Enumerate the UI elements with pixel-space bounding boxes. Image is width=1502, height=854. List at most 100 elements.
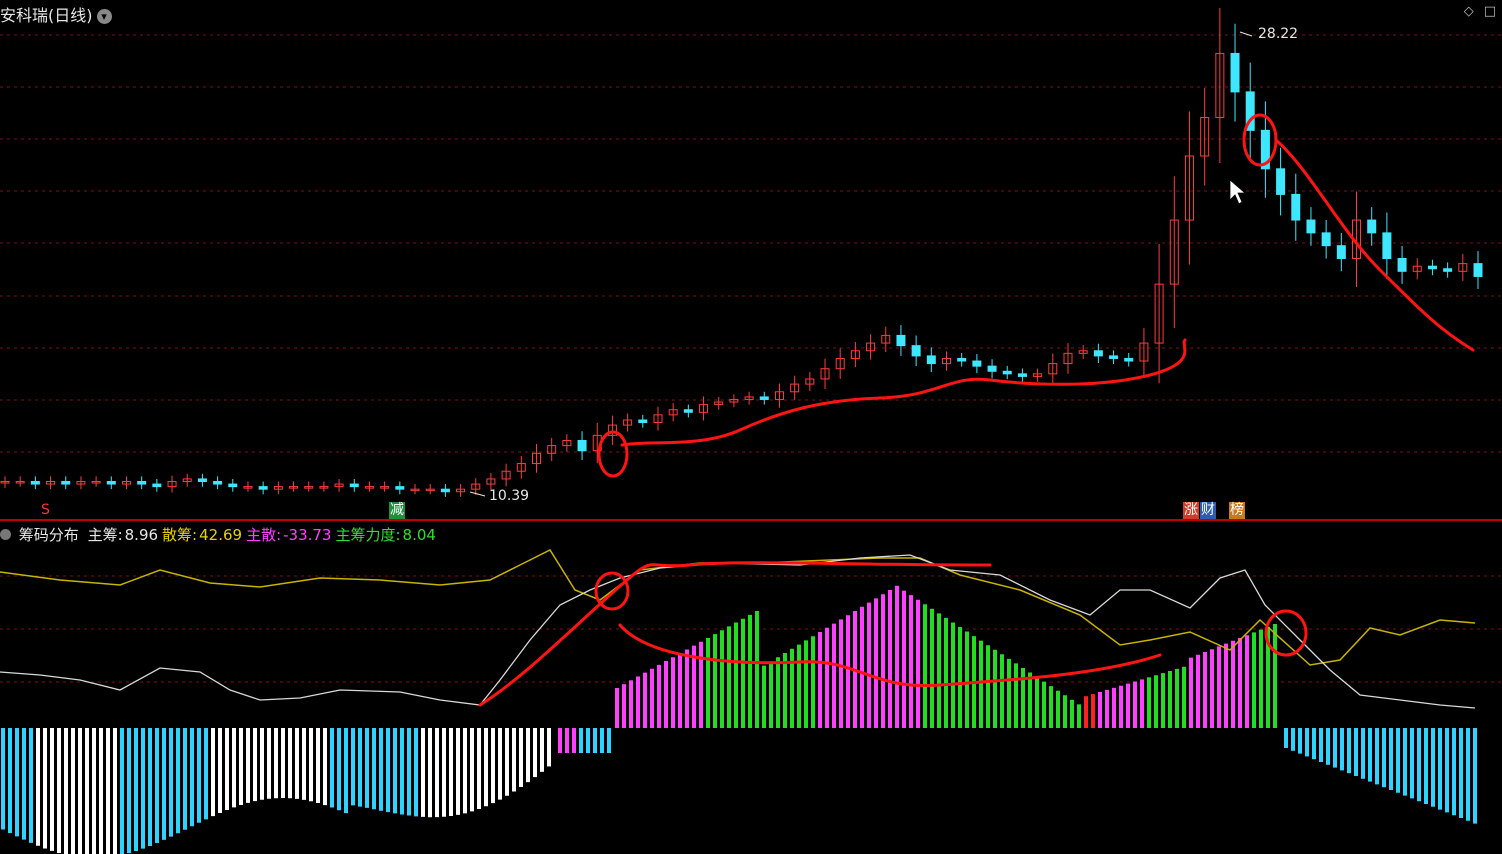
candle-body-95: [1443, 268, 1453, 272]
candle-body-42: [638, 419, 648, 424]
candle-body-0: [0, 480, 10, 484]
chevron-down-icon[interactable]: ▾: [96, 9, 112, 24]
candle-body-52: [790, 383, 800, 393]
signal-badge-0[interactable]: S: [41, 502, 50, 518]
candle-body-53: [805, 378, 815, 385]
candle-body-67: [1017, 373, 1027, 377]
candle-body-40: [607, 424, 617, 436]
candle-body-11: [167, 480, 177, 488]
candle-body-80: [1215, 52, 1225, 119]
candle-body-14: [213, 480, 223, 485]
candle-body-34: [516, 463, 526, 472]
candle-body-38: [577, 439, 587, 452]
candle-body-56: [850, 350, 860, 359]
candle-body-79: [1200, 117, 1210, 157]
candle-body-8: [121, 480, 131, 485]
high-pointer: [1239, 31, 1253, 37]
indicator-value-3: 8.04: [402, 526, 436, 544]
candle-body-3: [46, 480, 56, 485]
candle-body-55: [835, 357, 845, 370]
candle-body-78: [1184, 155, 1194, 221]
candle-body-48: [729, 398, 739, 403]
mouse-cursor-icon: [1229, 179, 1247, 205]
candle-body-22: [334, 483, 344, 488]
candle-body-70: [1063, 352, 1073, 365]
candle-body-90: [1367, 219, 1377, 234]
candle-body-30: [456, 488, 466, 493]
candle-body-7: [106, 480, 116, 485]
candle-body-17: [258, 486, 268, 490]
candle-body-58: [881, 334, 891, 344]
candle-body-25: [380, 486, 390, 489]
candle-body-71: [1078, 350, 1088, 354]
candle-body-61: [926, 355, 936, 365]
candle-body-20: [304, 486, 314, 489]
annotation-circle-breakout: [597, 430, 629, 478]
candle-body-26: [395, 486, 405, 490]
candle-body-93: [1412, 265, 1422, 272]
chart-title: 安科瑞(日线) ▾: [0, 2, 112, 26]
signal-badge-3[interactable]: 财: [1200, 502, 1216, 519]
candle-body-24: [364, 486, 374, 489]
candle-body-97: [1473, 263, 1483, 277]
square-icon[interactable]: □: [1483, 4, 1496, 19]
candle-body-4: [61, 480, 71, 485]
signal-badge-1[interactable]: 减: [389, 502, 405, 519]
candle-body-85: [1291, 193, 1301, 221]
indicator-name[interactable]: 筹码分布: [18, 526, 79, 544]
candle-body-96: [1458, 263, 1468, 272]
indicator-value-2: -33.73: [283, 526, 332, 544]
candle-body-23: [349, 483, 359, 488]
candle-body-44: [668, 409, 678, 416]
candle-body-74: [1124, 357, 1134, 362]
candle-body-72: [1093, 350, 1103, 357]
indicator-label-2: 主散:: [246, 526, 282, 544]
candle-body-54: [820, 368, 830, 380]
candle-body-32: [486, 478, 496, 485]
yellow-indicator-line: [0, 549, 1476, 666]
indicator-label-1: 散筹:: [162, 526, 198, 544]
candle-body-6: [91, 480, 101, 484]
window-controls: ◇ □: [1454, 4, 1496, 19]
candle-body-65: [987, 365, 997, 372]
candle-body-27: [410, 488, 420, 492]
candle-body-12: [182, 478, 192, 482]
stock-name: 安科瑞(日线): [0, 6, 93, 25]
candle-body-31: [471, 483, 481, 490]
candle-body-94: [1427, 265, 1437, 270]
indicator-bar: 筹码分布 主筹: 8.96 散筹: 42.69 主散: -33.73 主筹力度: 8.04: [0, 524, 444, 545]
annotation-indicator-rise: [478, 561, 992, 707]
collapse-icon[interactable]: [0, 529, 11, 540]
candle-body-77: [1169, 219, 1179, 285]
candle-body-76: [1154, 283, 1164, 344]
signal-badge-4[interactable]: 榜: [1229, 502, 1245, 519]
candle-body-10: [152, 483, 162, 488]
candle-body-57: [866, 342, 876, 352]
annotation-circle-top: [1242, 113, 1278, 167]
indicator-value-1: 42.69: [199, 526, 243, 544]
candle-body-83: [1260, 129, 1270, 170]
candle-body-21: [319, 486, 329, 489]
candle-body-50: [759, 396, 769, 400]
high-price-label: 28.22: [1258, 26, 1299, 42]
candle-body-5: [76, 480, 86, 485]
annotation-indicator-base: [618, 623, 1162, 688]
candle-body-59: [896, 334, 906, 347]
annotation-support-curve: [620, 338, 1187, 447]
candle-body-64: [972, 360, 982, 367]
candle-body-2: [30, 480, 40, 485]
diamond-icon[interactable]: ◇: [1463, 4, 1474, 19]
candle-body-91: [1382, 232, 1392, 260]
candle-body-46: [699, 404, 709, 413]
candle-body-49: [744, 396, 754, 400]
candle-body-82: [1245, 91, 1255, 131]
candle-body-9: [137, 480, 147, 485]
candle-body-47: [714, 401, 724, 406]
candle-body-18: [273, 486, 283, 490]
candle-body-35: [531, 452, 541, 465]
candle-body-1: [15, 480, 25, 484]
signal-badge-2[interactable]: 涨: [1183, 502, 1199, 519]
indicator-label-0: 主筹:: [87, 526, 123, 544]
candle-body-29: [440, 488, 450, 493]
